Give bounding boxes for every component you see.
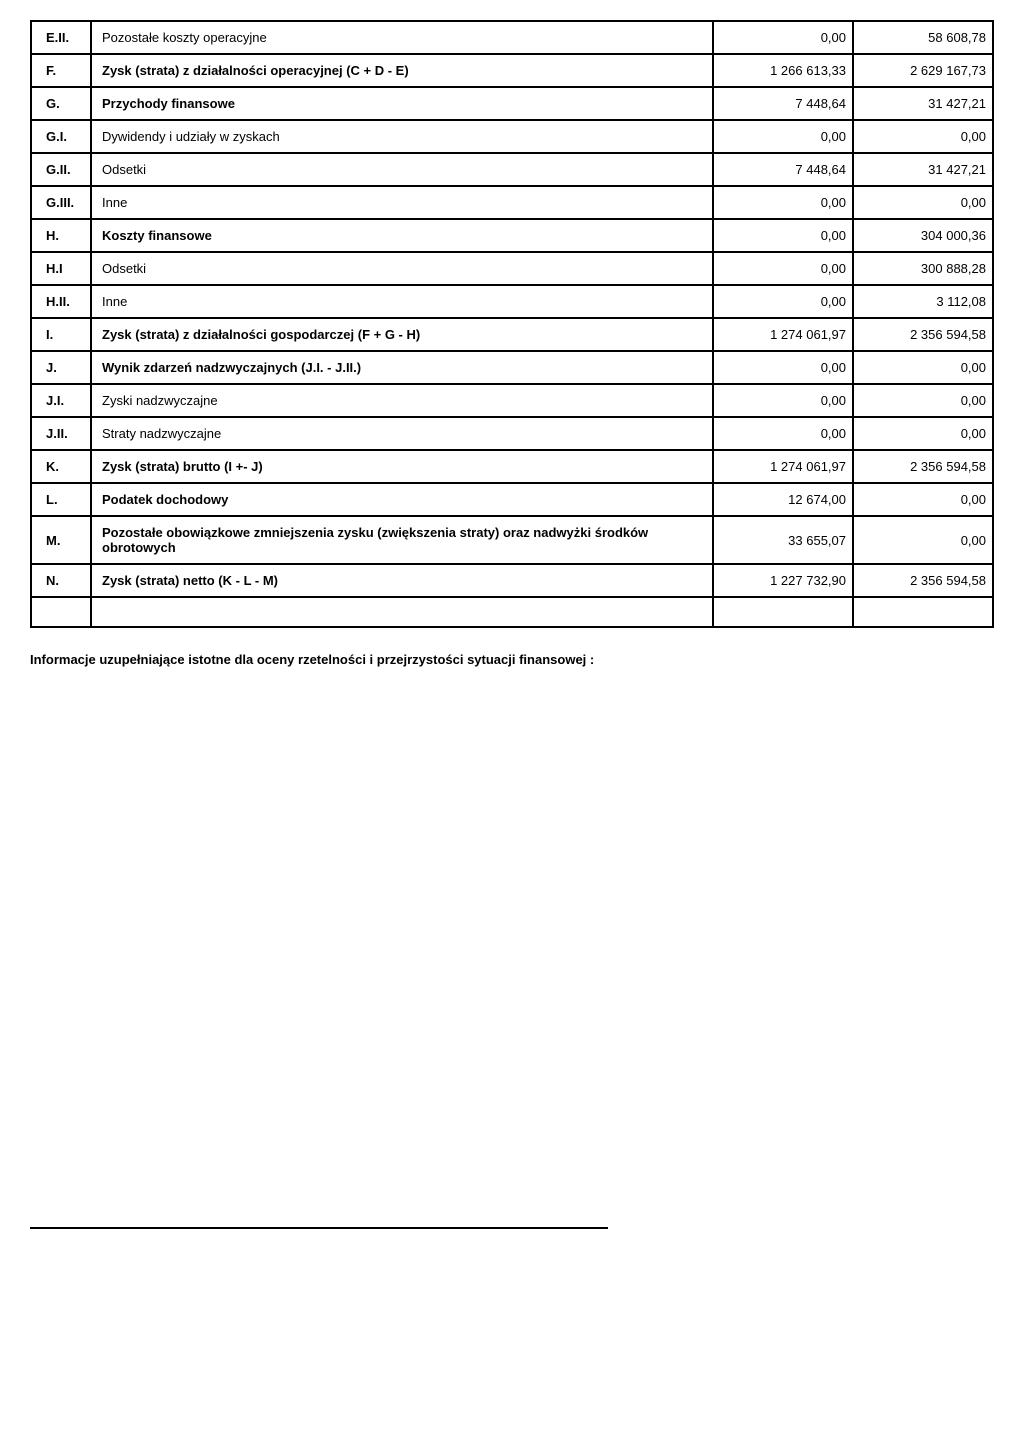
row-label: Pozostałe koszty operacyjne	[91, 21, 713, 54]
row-code: J.I.	[31, 384, 91, 417]
row-label: Przychody finansowe	[91, 87, 713, 120]
row-value-1: 0,00	[713, 186, 853, 219]
row-value-2: 2 356 594,58	[853, 564, 993, 597]
row-value-2: 31 427,21	[853, 87, 993, 120]
table-row: M.Pozostałe obowiązkowe zmniejszenia zys…	[31, 516, 993, 564]
row-label: Inne	[91, 186, 713, 219]
row-value-1: 0,00	[713, 120, 853, 153]
row-value-2: 0,00	[853, 351, 993, 384]
row-code: L.	[31, 483, 91, 516]
row-label: Wynik zdarzeń nadzwyczajnych (J.I. - J.I…	[91, 351, 713, 384]
row-value-1: 12 674,00	[713, 483, 853, 516]
row-value-1: 33 655,07	[713, 516, 853, 564]
row-code: M.	[31, 516, 91, 564]
table-row: J.Wynik zdarzeń nadzwyczajnych (J.I. - J…	[31, 351, 993, 384]
table-row: K.Zysk (strata) brutto (I +- J)1 274 061…	[31, 450, 993, 483]
row-value-2: 0,00	[853, 384, 993, 417]
row-label: Zysk (strata) netto (K - L - M)	[91, 564, 713, 597]
row-value-1: 0,00	[713, 21, 853, 54]
row-value-2: 0,00	[853, 417, 993, 450]
row-label: Odsetki	[91, 252, 713, 285]
table-row: F.Zysk (strata) z działalności operacyjn…	[31, 54, 993, 87]
table-row: G.I.Dywidendy i udziały w zyskach0,000,0…	[31, 120, 993, 153]
table-row: E.II.Pozostałe koszty operacyjne0,0058 6…	[31, 21, 993, 54]
row-code: F.	[31, 54, 91, 87]
table-row-empty	[31, 597, 993, 627]
row-label: Dywidendy i udziały w zyskach	[91, 120, 713, 153]
row-value-2: 304 000,36	[853, 219, 993, 252]
table-row: H.IOdsetki0,00300 888,28	[31, 252, 993, 285]
empty-cell	[91, 597, 713, 627]
row-value-1: 0,00	[713, 417, 853, 450]
row-value-1: 0,00	[713, 351, 853, 384]
row-value-2: 31 427,21	[853, 153, 993, 186]
financial-table: E.II.Pozostałe koszty operacyjne0,0058 6…	[30, 20, 994, 628]
row-label: Zyski nadzwyczajne	[91, 384, 713, 417]
table-row: J.II.Straty nadzwyczajne0,000,00	[31, 417, 993, 450]
table-row: I.Zysk (strata) z działalności gospodarc…	[31, 318, 993, 351]
row-value-1: 1 274 061,97	[713, 450, 853, 483]
supplementary-note: Informacje uzupełniające istotne dla oce…	[30, 652, 994, 667]
row-label: Zysk (strata) z działalności operacyjnej…	[91, 54, 713, 87]
row-value-2: 0,00	[853, 516, 993, 564]
row-value-1: 0,00	[713, 285, 853, 318]
row-code: G.	[31, 87, 91, 120]
empty-cell	[31, 597, 91, 627]
row-label: Odsetki	[91, 153, 713, 186]
row-value-1: 0,00	[713, 384, 853, 417]
row-label: Pozostałe obowiązkowe zmniejszenia zysku…	[91, 516, 713, 564]
row-value-1: 0,00	[713, 252, 853, 285]
row-value-1: 7 448,64	[713, 87, 853, 120]
row-code: H.I	[31, 252, 91, 285]
row-value-2: 0,00	[853, 186, 993, 219]
row-value-2: 0,00	[853, 483, 993, 516]
empty-cell	[713, 597, 853, 627]
row-code: I.	[31, 318, 91, 351]
row-value-1: 0,00	[713, 219, 853, 252]
row-value-2: 58 608,78	[853, 21, 993, 54]
row-label: Podatek dochodowy	[91, 483, 713, 516]
row-code: N.	[31, 564, 91, 597]
table-row: G.II.Odsetki7 448,6431 427,21	[31, 153, 993, 186]
row-value-2: 2 356 594,58	[853, 318, 993, 351]
row-value-2: 2 356 594,58	[853, 450, 993, 483]
table-row: L.Podatek dochodowy12 674,000,00	[31, 483, 993, 516]
table-row: H.Koszty finansowe0,00304 000,36	[31, 219, 993, 252]
row-code: H.II.	[31, 285, 91, 318]
row-value-2: 3 112,08	[853, 285, 993, 318]
row-code: G.I.	[31, 120, 91, 153]
row-code: E.II.	[31, 21, 91, 54]
row-value-1: 1 266 613,33	[713, 54, 853, 87]
row-code: J.II.	[31, 417, 91, 450]
row-value-1: 1 227 732,90	[713, 564, 853, 597]
row-label: Zysk (strata) brutto (I +- J)	[91, 450, 713, 483]
row-code: G.II.	[31, 153, 91, 186]
row-code: H.	[31, 219, 91, 252]
table-row: H.II.Inne0,003 112,08	[31, 285, 993, 318]
row-label: Zysk (strata) z działalności gospodarcze…	[91, 318, 713, 351]
table-row: N.Zysk (strata) netto (K - L - M)1 227 7…	[31, 564, 993, 597]
row-label: Inne	[91, 285, 713, 318]
row-code: G.III.	[31, 186, 91, 219]
table-row: G.III.Inne0,000,00	[31, 186, 993, 219]
table-row: J.I.Zyski nadzwyczajne0,000,00	[31, 384, 993, 417]
row-value-1: 1 274 061,97	[713, 318, 853, 351]
row-code: K.	[31, 450, 91, 483]
row-code: J.	[31, 351, 91, 384]
row-value-2: 0,00	[853, 120, 993, 153]
row-value-2: 300 888,28	[853, 252, 993, 285]
table-row: G.Przychody finansowe7 448,6431 427,21	[31, 87, 993, 120]
empty-cell	[853, 597, 993, 627]
row-label: Straty nadzwyczajne	[91, 417, 713, 450]
row-value-2: 2 629 167,73	[853, 54, 993, 87]
footer-divider	[30, 1227, 608, 1229]
row-value-1: 7 448,64	[713, 153, 853, 186]
row-label: Koszty finansowe	[91, 219, 713, 252]
